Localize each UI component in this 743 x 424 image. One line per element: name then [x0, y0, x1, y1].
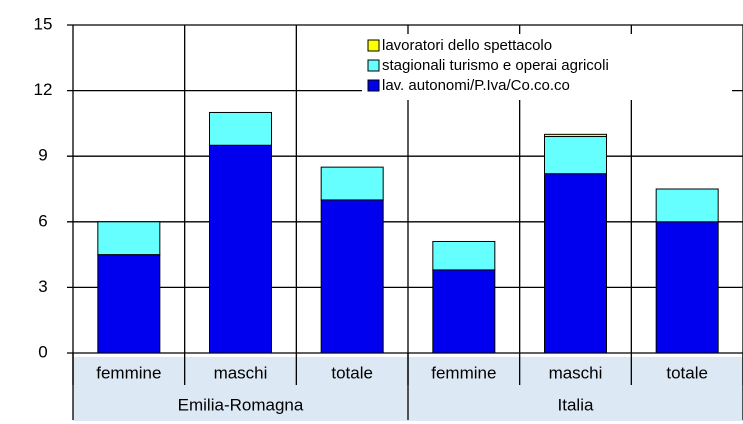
- bar-segment: [655, 221, 719, 354]
- legend-label: lavoratori dello spettacolo: [382, 37, 552, 54]
- y-tick-label: 6: [38, 211, 47, 230]
- bar-segment: [655, 188, 719, 223]
- y-tick-label: 15: [34, 14, 53, 33]
- y-tick-label: 9: [38, 146, 47, 165]
- bar-segment: [544, 173, 607, 354]
- x-tick-label: femmine: [431, 363, 496, 382]
- x-tick-label: totale: [666, 363, 708, 382]
- legend-label: lav. autonomi/P.Iva/Co.co.co: [382, 77, 570, 94]
- x-tick-label: femmine: [96, 363, 161, 382]
- bar-segment: [209, 111, 272, 146]
- bar-segment: [320, 199, 384, 354]
- y-tick-label: 0: [38, 342, 47, 361]
- x-tick-label: totale: [331, 363, 373, 382]
- legend-swatch: [367, 59, 380, 72]
- bar-segment: [544, 136, 607, 175]
- y-tick-label: 3: [38, 277, 47, 296]
- x-tick-label: maschi: [214, 363, 268, 382]
- legend-label: stagionali turismo e operai agricoli: [382, 57, 609, 74]
- x-tick-label: maschi: [549, 363, 603, 382]
- bar-segment: [544, 133, 607, 138]
- bar-segment: [97, 254, 161, 354]
- bar-segment: [209, 144, 272, 354]
- bar-segment: [432, 240, 496, 271]
- bar-segment: [432, 269, 496, 354]
- legend-swatch: [367, 39, 380, 52]
- bar-segment: [97, 221, 161, 256]
- bar-segment: [320, 166, 384, 201]
- legend-bg: [362, 34, 732, 100]
- group-label: Emilia-Romagna: [178, 395, 304, 414]
- legend-swatch: [367, 79, 380, 92]
- y-tick-label: 12: [34, 80, 53, 99]
- group-label: Italia: [558, 395, 594, 414]
